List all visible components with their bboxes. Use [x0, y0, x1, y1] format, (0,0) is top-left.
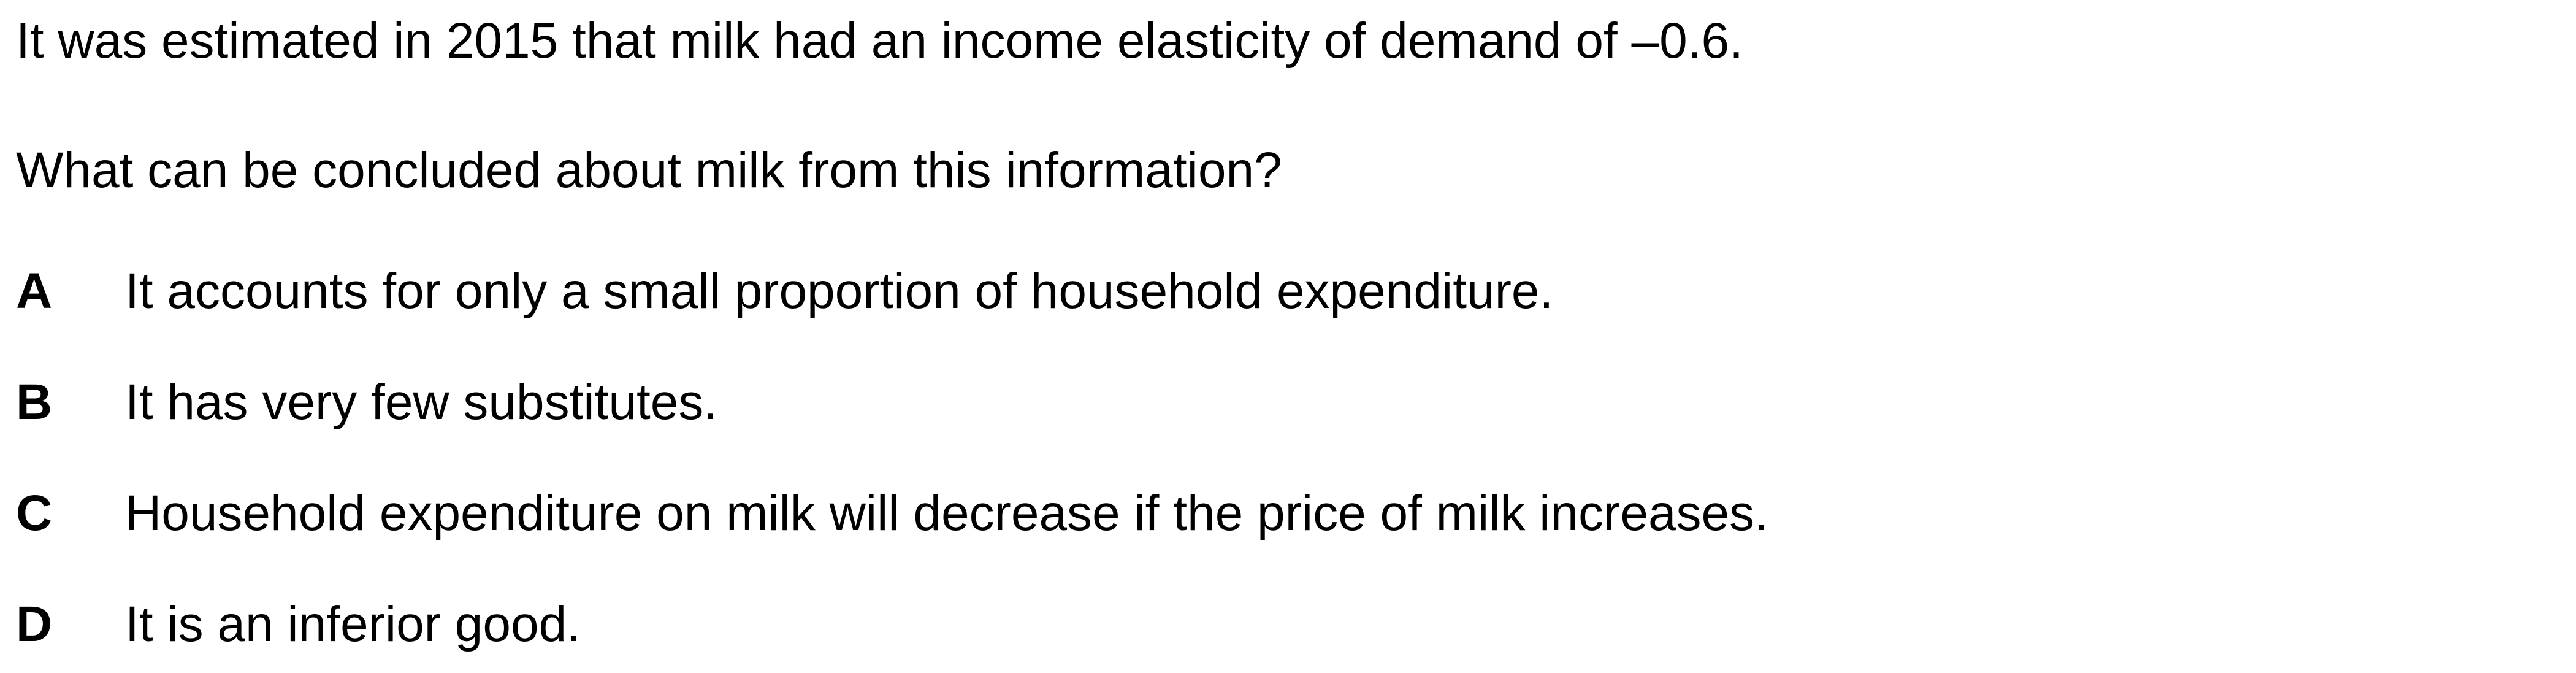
option-letter: C — [16, 485, 53, 541]
option-text: It accounts for only a small proportion … — [125, 263, 1554, 319]
option-text: It is an inferior good. — [125, 596, 581, 652]
option-letter: B — [16, 374, 53, 430]
option-letter: D — [16, 596, 53, 652]
question-stem: It was estimated in 2015 that milk had a… — [16, 13, 1743, 69]
option-text: It has very few substitutes. — [125, 374, 718, 430]
option-letter: A — [16, 263, 53, 319]
question-prompt: What can be concluded about milk from th… — [16, 142, 1282, 198]
option-text: Household expenditure on milk will decre… — [125, 485, 1768, 541]
